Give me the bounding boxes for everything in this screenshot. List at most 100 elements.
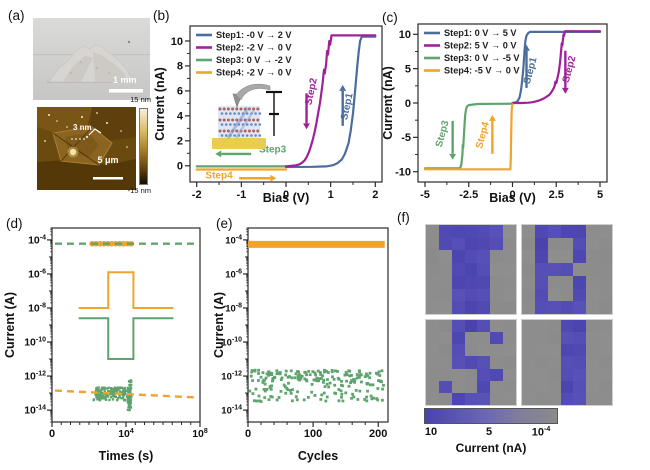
pixel-cell: [464, 275, 478, 289]
afm-image: 3 nm 5 μm: [37, 107, 136, 190]
pixel-cell: [477, 356, 491, 369]
pixel-cell: [560, 263, 574, 276]
svg-text:Step4: -2 V → 0 V: Step4: -2 V → 0 V: [216, 68, 292, 78]
pixel-cell: [534, 275, 548, 289]
pixel-cell: [464, 288, 478, 302]
pixel-cell: [426, 250, 439, 264]
svg-text:Step3: Step3: [434, 119, 452, 149]
svg-text:10-8: 10-8: [225, 302, 242, 314]
pixel-cell: [426, 380, 439, 393]
pixel-cell: [560, 368, 574, 381]
pixel-cell: [438, 301, 452, 314]
pixel-cell: [573, 288, 587, 302]
svg-text:0: 0: [405, 98, 411, 110]
pixel-cell: [586, 368, 600, 381]
pixel-cell: [503, 288, 516, 302]
panel-b-label: (b): [153, 8, 170, 23]
pixel-cell: [522, 263, 535, 276]
pixel-cell: [503, 320, 516, 333]
svg-text:10-12: 10-12: [24, 371, 46, 383]
pixel-cell: [599, 288, 612, 302]
pixel-cell: [573, 356, 587, 369]
pixel-cell: [503, 225, 516, 238]
pixel-cell: [490, 356, 504, 369]
pixel-cell: [560, 320, 574, 333]
pixel-cell: [560, 225, 574, 238]
pixel-cell: [426, 344, 439, 357]
pixel-cell: [599, 263, 612, 276]
pixel-cell: [464, 237, 478, 251]
pixel-cell: [547, 263, 561, 276]
pixel-cell: [534, 332, 548, 345]
pixel-cell: [426, 392, 439, 405]
panel-d-label: (d): [6, 216, 23, 231]
pixel-cell: [426, 237, 439, 251]
pixel-cell: [534, 263, 548, 276]
svg-text:10-6: 10-6: [28, 268, 46, 280]
pixel-map-letter-B: [521, 224, 613, 315]
svg-text:10: 10: [399, 29, 411, 41]
pixel-cell: [503, 368, 516, 381]
pixel-cell: [503, 263, 516, 276]
pixel-cell: [522, 225, 535, 238]
pixel-cell: [438, 275, 452, 289]
pixel-cell: [560, 380, 574, 393]
pixel-cell: [464, 344, 478, 357]
pixel-cell: [573, 332, 587, 345]
pixel-cell: [503, 237, 516, 251]
pixel-cell: [560, 344, 574, 357]
svg-text:10: 10: [171, 36, 183, 48]
pixel-cell: [586, 225, 600, 238]
pixel-cell: [451, 275, 465, 289]
pixel-cell: [534, 392, 548, 405]
sem-scalebar-label: 1 mm: [113, 75, 137, 85]
pixel-cell: [522, 380, 535, 393]
pixel-cell: [560, 332, 574, 345]
afm-colorbar-max: 15 nm: [130, 95, 151, 104]
pixel-cell: [522, 275, 535, 289]
svg-text:Current (nA): Current (nA): [381, 66, 395, 140]
pixel-cell: [599, 225, 612, 238]
endurance-chart: 10-4 10-6 10-8 10-10 10-12 10-14 Cycles Current…: [214, 214, 400, 466]
svg-text:100: 100: [304, 428, 322, 440]
pixel-cell: [438, 288, 452, 302]
pixel-cell: [522, 368, 535, 381]
pixel-cell: [490, 275, 504, 289]
pixel-cell: [560, 301, 574, 314]
pixel-cell: [547, 368, 561, 381]
svg-text:-2: -2: [192, 189, 202, 201]
pixel-cell: [426, 275, 439, 289]
svg-text:Bias (V): Bias (V): [263, 191, 310, 205]
pixel-cell: [451, 356, 465, 369]
svg-text:Bias (V): Bias (V): [489, 191, 536, 205]
pixel-cell: [503, 301, 516, 314]
pixel-cell: [586, 320, 600, 333]
pixel-cell: [573, 275, 587, 289]
pixel-cell: [464, 380, 478, 393]
svg-text:Step2: 5 V → 0 V: Step2: 5 V → 0 V: [444, 41, 517, 51]
pixel-cell: [438, 380, 452, 393]
pixel-cell: [560, 250, 574, 264]
colorbar-tick-10: 10: [424, 426, 438, 438]
pixel-cell: [438, 237, 452, 251]
svg-text:Current (A): Current (A): [214, 292, 226, 358]
pixel-cell: [547, 275, 561, 289]
pixel-cell: [490, 263, 504, 276]
pixel-cell: [547, 356, 561, 369]
svg-text:108: 108: [192, 428, 208, 440]
pixel-cell: [477, 288, 491, 302]
pixel-cell: [599, 301, 612, 314]
svg-text:0: 0: [177, 161, 183, 173]
pixel-cell: [438, 225, 452, 238]
svg-text:0: 0: [245, 428, 251, 440]
pixel-cell: [547, 288, 561, 302]
svg-text:Step1: 0 V → 5 V: Step1: 0 V → 5 V: [444, 28, 517, 38]
pixel-cell: [477, 263, 491, 276]
pixel-cell: [599, 380, 612, 393]
pixel-cell: [438, 263, 452, 276]
pixel-cell: [599, 344, 612, 357]
pixel-cell: [586, 380, 600, 393]
pixel-cell: [534, 368, 548, 381]
pixel-cell: [490, 250, 504, 264]
svg-text:10-12: 10-12: [221, 371, 242, 383]
